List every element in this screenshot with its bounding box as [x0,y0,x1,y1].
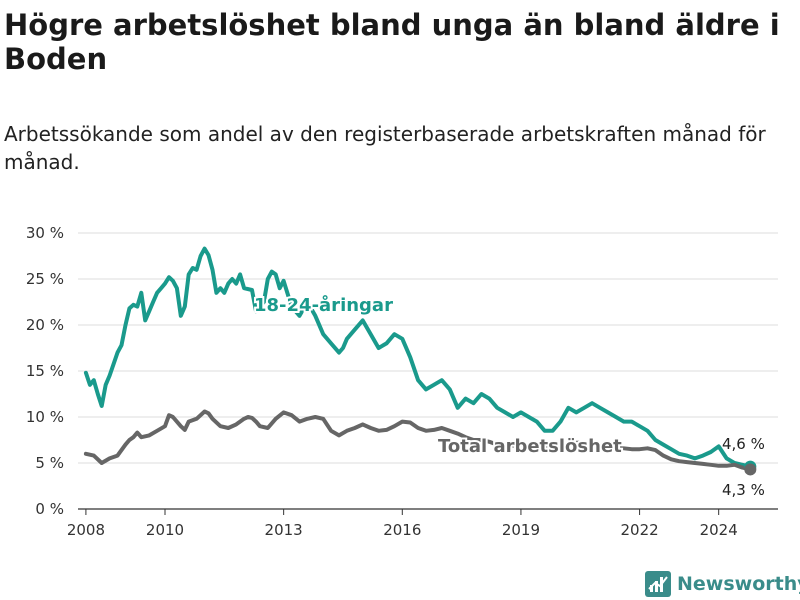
x-tick-label: 2008 [67,521,105,539]
series-label-youth: 18-24-åringar [254,294,393,316]
y-tick-label: 5 % [35,454,64,472]
y-tick-label: 15 % [26,362,64,380]
y-tick-label: 20 % [26,316,64,334]
y-tick-label: 10 % [26,408,64,426]
end-value-youth: 4,6 % [722,435,765,453]
x-tick-label: 2016 [383,521,421,539]
x-tick-label: 2013 [265,521,303,539]
end-value-total: 4,3 % [722,481,765,499]
x-tick-label: 2022 [620,521,658,539]
chart-title: Högre arbetslöshet bland unga än bland ä… [4,8,780,76]
series-line-total [83,409,753,472]
axes: 0 % 5 % 10 % 15 % 20 % 25 % 30 % 2008 2010 2013 20… [26,224,738,539]
y-tick-label: 0 % [35,500,64,518]
x-tick-label: 2024 [700,521,738,539]
x-tick-label: 2019 [502,521,540,539]
brand-name: Newsworthy [677,573,800,595]
y-tick-label: 25 % [26,270,64,288]
brand-logo: Newsworthy [645,571,800,597]
series-lines [83,246,757,476]
y-tick-label: 30 % [26,224,64,242]
gridlines [78,232,778,510]
x-tick-label: 2010 [146,521,184,539]
end-point-total [744,463,757,476]
series-labels: 18-24-åringar Total arbetslöshet 4,6 % 4,3 … [252,292,765,499]
series-line-youth [83,246,753,469]
bar-chart-logo-icon [645,571,671,597]
chart-subtitle: Arbetssökande som andel av den registerb… [4,122,766,174]
series-label-total: Total arbetslöshet [438,436,622,457]
